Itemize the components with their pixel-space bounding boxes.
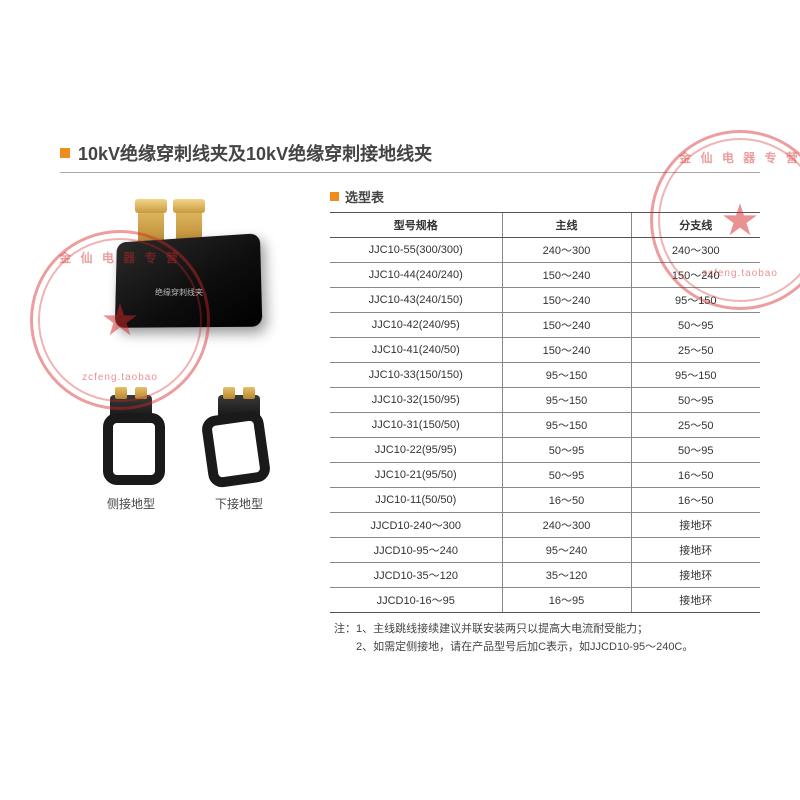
product-images-column: 绝缘穿刺线夹 侧接地型 下接地型: [60, 187, 310, 656]
sub-product-image: [199, 397, 279, 487]
table-cell: JJC10-42(240/95): [330, 313, 502, 338]
table-cell: 50～95: [502, 463, 631, 488]
table-cell: JJC10-43(240/150): [330, 288, 502, 313]
table-cell: 50～95: [502, 438, 631, 463]
page-title-row: 10kV绝缘穿刺线夹及10kV绝缘穿刺接地线夹: [60, 140, 760, 173]
table-row: JJC10-32(150/95)95～15050～95: [330, 388, 760, 413]
table-cell: 16～50: [631, 463, 760, 488]
table-cell: JJC10-33(150/150): [330, 363, 502, 388]
notes: 注：1、主线跳线接续建议并联安装两只以提高大电流耐受能力； 2、如需定侧接地，请…: [330, 621, 760, 656]
table-cell: JJCD10-16～95: [330, 588, 502, 613]
table-cell: 95～150: [631, 288, 760, 313]
sub-product-label: 侧接地型: [91, 495, 171, 512]
sub-product-bottom: 下接地型: [199, 397, 279, 512]
table-cell: 35～120: [502, 563, 631, 588]
table-cell: 接地环: [631, 513, 760, 538]
title-bullet-icon: [60, 148, 70, 158]
table-cell: 240～300: [502, 238, 631, 263]
table-row: JJC10-55(300/300)240～300240～300: [330, 238, 760, 263]
table-row: JJC10-22(95/95)50～9550～95: [330, 438, 760, 463]
table-cell: 接地环: [631, 588, 760, 613]
table-header-row: 型号规格 主线 分支线: [330, 213, 760, 238]
table-cell: JJC10-32(150/95): [330, 388, 502, 413]
table-cell: JJC10-55(300/300): [330, 238, 502, 263]
notes-prefix: 注：: [334, 623, 356, 635]
table-row: JJCD10-240～300240～300接地环: [330, 513, 760, 538]
selection-table: 型号规格 主线 分支线 JJC10-55(300/300)240～300240～…: [330, 212, 760, 613]
table-row: JJC10-31(150/50)95～15025～50: [330, 413, 760, 438]
table-cell: 95～150: [502, 363, 631, 388]
table-cell: 95～150: [502, 413, 631, 438]
main-product-image: 绝缘穿刺线夹: [90, 197, 280, 347]
table-cell: JJCD10-95～240: [330, 538, 502, 563]
table-row: JJCD10-16～9516～95接地环: [330, 588, 760, 613]
table-cell: 95～150: [502, 388, 631, 413]
table-cell: 50～95: [631, 313, 760, 338]
sub-product-side: 侧接地型: [91, 397, 171, 512]
table-cell: 150～240: [502, 288, 631, 313]
table-header: 型号规格: [330, 213, 502, 238]
note-line-2: 2、如需定侧接地，请在产品型号后加C表示，如JJCD10-95～240C。: [356, 641, 693, 653]
table-cell: 150～240: [631, 263, 760, 288]
table-cell: 95～150: [631, 363, 760, 388]
table-cell: JJC10-11(50/50): [330, 488, 502, 513]
table-cell: 16～95: [502, 588, 631, 613]
table-row: JJCD10-35～12035～120接地环: [330, 563, 760, 588]
table-cell: JJC10-41(240/50): [330, 338, 502, 363]
table-cell: 240～300: [502, 513, 631, 538]
table-cell: 95～240: [502, 538, 631, 563]
sub-product-image: [91, 397, 171, 487]
table-cell: JJC10-22(95/95): [330, 438, 502, 463]
table-cell: JJC10-44(240/240): [330, 263, 502, 288]
table-cell: 25～50: [631, 338, 760, 363]
product-body: [115, 233, 263, 328]
sub-product-label: 下接地型: [199, 495, 279, 512]
table-title: 选型表: [345, 187, 384, 206]
ring-icon: [103, 413, 165, 485]
table-row: JJC10-21(95/50)50～9516～50: [330, 463, 760, 488]
table-bullet-icon: [330, 192, 339, 201]
table-cell: 16～50: [631, 488, 760, 513]
note-line-1: 1、主线跳线接续建议并联安装两只以提高大电流耐受能力；: [356, 623, 648, 635]
table-cell: 50～95: [631, 438, 760, 463]
page-title: 10kV绝缘穿刺线夹及10kV绝缘穿刺接地线夹: [78, 140, 432, 166]
table-cell: 16～50: [502, 488, 631, 513]
table-row: JJC10-43(240/150)150～24095～150: [330, 288, 760, 313]
table-cell: JJC10-31(150/50): [330, 413, 502, 438]
product-label: 绝缘穿刺线夹: [155, 287, 203, 298]
table-cell: JJCD10-240～300: [330, 513, 502, 538]
table-row: JJC10-41(240/50)150～24025～50: [330, 338, 760, 363]
table-cell: 150～240: [502, 338, 631, 363]
table-header: 分支线: [631, 213, 760, 238]
table-row: JJC10-33(150/150)95～15095～150: [330, 363, 760, 388]
ring-icon: [200, 409, 271, 489]
table-title-row: 选型表: [330, 187, 760, 206]
sub-products-row: 侧接地型 下接地型: [91, 397, 279, 512]
table-cell: 25～50: [631, 413, 760, 438]
table-header: 主线: [502, 213, 631, 238]
table-row: JJC10-11(50/50)16～5016～50: [330, 488, 760, 513]
table-cell: 接地环: [631, 563, 760, 588]
page: 10kV绝缘穿刺线夹及10kV绝缘穿刺接地线夹 绝缘穿刺线夹 侧接地型: [0, 0, 800, 656]
table-row: JJC10-44(240/240)150～240150～240: [330, 263, 760, 288]
table-cell: JJC10-21(95/50): [330, 463, 502, 488]
table-cell: JJCD10-35～120: [330, 563, 502, 588]
table-row: JJC10-42(240/95)150～24050～95: [330, 313, 760, 338]
table-cell: 240～300: [631, 238, 760, 263]
table-cell: 50～95: [631, 388, 760, 413]
table-column: 选型表 型号规格 主线 分支线 JJC10-55(300/300)240～300…: [330, 187, 760, 656]
table-cell: 150～240: [502, 263, 631, 288]
table-cell: 150～240: [502, 313, 631, 338]
table-cell: 接地环: [631, 538, 760, 563]
content: 绝缘穿刺线夹 侧接地型 下接地型: [60, 187, 760, 656]
table-row: JJCD10-95～24095～240接地环: [330, 538, 760, 563]
